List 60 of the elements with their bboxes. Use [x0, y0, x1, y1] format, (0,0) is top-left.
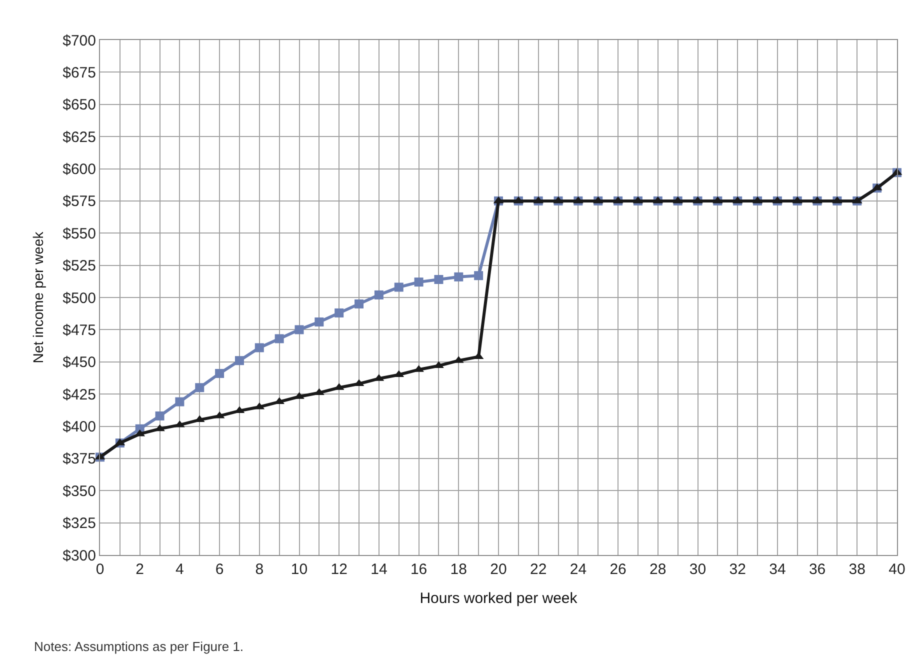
point	[294, 325, 304, 334]
x-tick-label: 34	[769, 561, 786, 578]
x-tick-label: 4	[176, 561, 184, 578]
x-tick-label: 40	[888, 561, 906, 578]
x-tick-label: 28	[650, 561, 666, 578]
y-tick-label: $625	[62, 128, 96, 146]
point	[154, 424, 165, 432]
point	[254, 343, 264, 352]
y-tick-label: $350	[62, 482, 96, 500]
point	[394, 282, 404, 292]
point	[354, 299, 364, 308]
x-tick-label: 24	[570, 561, 587, 578]
y-tick-label: $600	[62, 161, 96, 178]
y-tick-label: $450	[62, 354, 96, 372]
x-tick-label: 32	[729, 561, 746, 578]
y-tick-label: $575	[62, 193, 96, 210]
point	[374, 290, 384, 300]
x-tick-label: 2	[136, 561, 144, 578]
point	[314, 317, 324, 326]
point	[215, 368, 224, 378]
x-tick-label: 18	[450, 561, 467, 578]
x-tick-label: 20	[490, 561, 507, 578]
point	[155, 411, 164, 420]
x-tick-label: 14	[370, 561, 388, 578]
point	[274, 334, 284, 344]
x-tick-label: 36	[808, 561, 826, 578]
y-tick-label: $475	[62, 322, 96, 339]
y-tick-label: $550	[62, 225, 96, 242]
text: Notes: Assumptions as per Figure 1.	[34, 639, 244, 654]
y-axis-title: Net income per week	[30, 230, 46, 364]
y-tick-label: $700	[62, 32, 96, 50]
x-tick-label: 16	[410, 561, 428, 578]
x-tick-label: 38	[848, 561, 866, 578]
x-tick-label: 30	[689, 561, 706, 578]
x-tick-label: 26	[610, 561, 626, 578]
point	[334, 308, 344, 318]
point	[195, 383, 204, 392]
x-tick-label: 8	[255, 561, 264, 578]
x-tick-label: 22	[530, 561, 547, 578]
y-tick-label: $400	[62, 418, 96, 436]
x-tick-label: 12	[330, 561, 348, 578]
y-tick-label: $525	[62, 258, 96, 275]
point	[175, 397, 184, 406]
point	[474, 271, 484, 280]
y-tick-label: $300	[62, 547, 96, 564]
point	[414, 278, 424, 287]
x-tick-label: 0	[96, 561, 104, 578]
y-tick-label: $650	[62, 96, 96, 114]
point	[234, 356, 244, 366]
point	[434, 274, 444, 284]
y-tick-label: $675	[62, 64, 96, 82]
x-axis-title: Hours worked per week	[420, 590, 578, 607]
x-tick-label: 10	[290, 561, 308, 578]
point	[454, 272, 464, 282]
y-tick-label: $425	[62, 386, 96, 404]
y-tick-label: $500	[62, 290, 96, 307]
point	[174, 420, 185, 428]
y-tick-label: $375	[62, 450, 96, 468]
x-tick-label: 6	[215, 561, 224, 578]
y-tick-label: $325	[62, 515, 96, 532]
